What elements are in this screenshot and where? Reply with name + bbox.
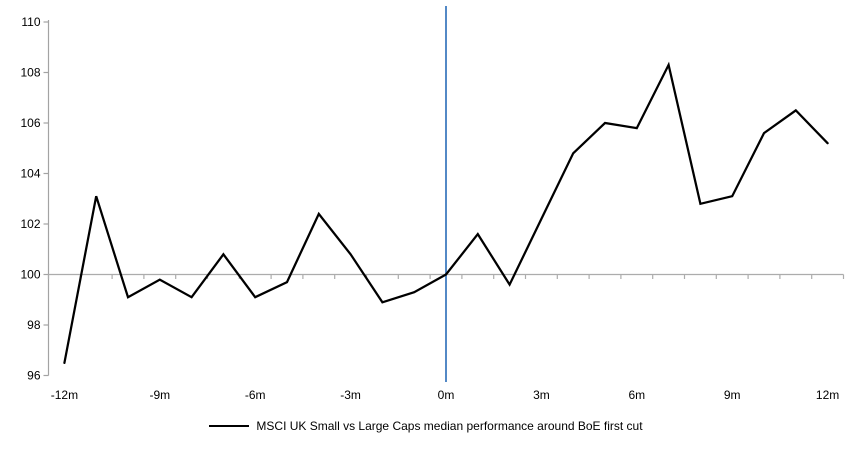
x-tick-label: 6m: [628, 388, 645, 402]
x-tick-label: 0m: [438, 388, 455, 402]
x-tick-label: -12m: [51, 388, 78, 402]
legend-label: MSCI UK Small vs Large Caps median perfo…: [256, 419, 643, 433]
y-tick-label: 96: [27, 369, 41, 383]
y-tick-label: 104: [20, 167, 40, 181]
x-tick-label: -9m: [149, 388, 170, 402]
y-tick-label: 108: [20, 66, 40, 80]
x-tick-label: 9m: [724, 388, 741, 402]
legend-line-sample: [209, 425, 250, 427]
chart-legend: MSCI UK Small vs Large Caps median perfo…: [0, 415, 852, 437]
x-tick-label: -6m: [245, 388, 266, 402]
x-tick-label: 12m: [816, 388, 839, 402]
y-tick-label: 100: [20, 268, 40, 282]
y-tick-label: 106: [20, 116, 40, 130]
y-tick-label: 102: [20, 217, 40, 231]
y-tick-label: 98: [27, 318, 41, 332]
y-tick-label: 110: [21, 15, 40, 29]
x-tick-label: 3m: [533, 388, 550, 402]
series-line: [63, 61, 829, 365]
x-tick-label: -3m: [340, 388, 361, 402]
line-chart: 96 98 100 102 104 106 108 110 -12m -9m -6m -3m 0m 3m 6…: [20, 6, 845, 402]
